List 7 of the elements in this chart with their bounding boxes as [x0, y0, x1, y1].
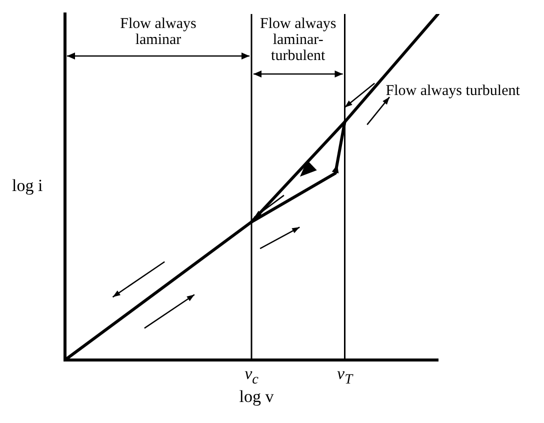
annotation: Flow always turbulent [386, 83, 520, 100]
annotation: Flow always laminar-turbulent [259, 16, 338, 64]
annotation: Flow always laminar [119, 16, 198, 48]
x-tick-label: v$_{T}$ [337, 364, 352, 388]
x-tick-label: v$_{c}$ [244, 364, 258, 388]
y-axis-title: log i [12, 176, 43, 195]
x-axis-title: log v [239, 387, 274, 406]
